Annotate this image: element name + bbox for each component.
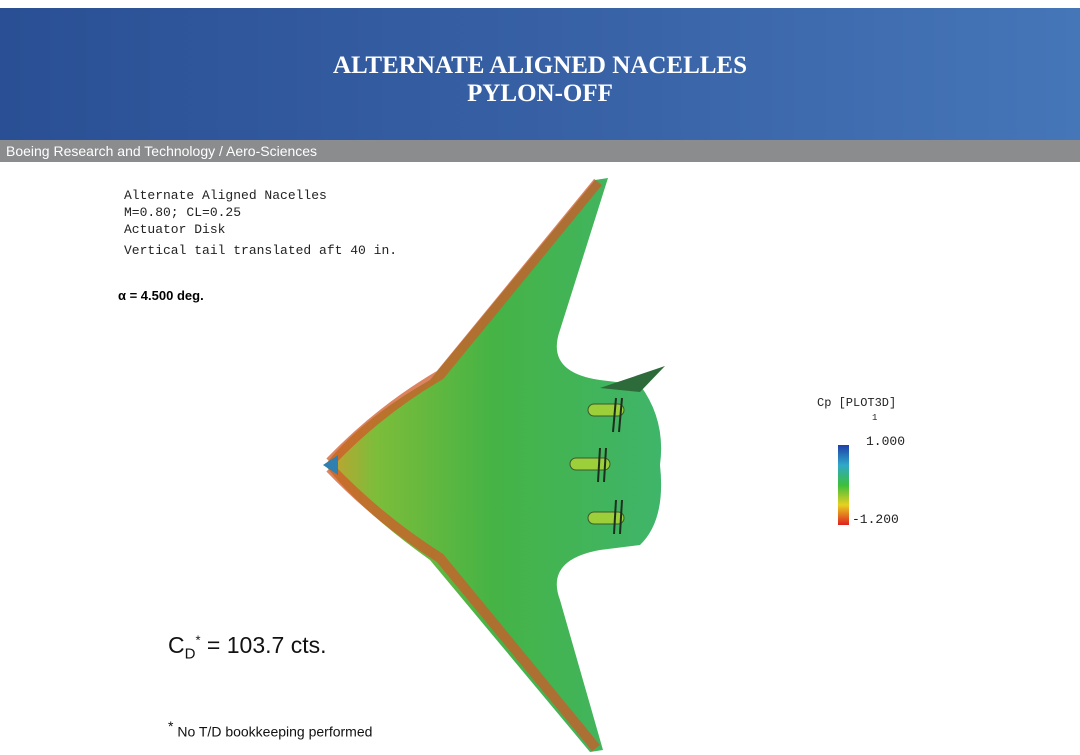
drag-coefficient: CD* = 103.7 cts. bbox=[168, 632, 326, 663]
leading-edge bbox=[326, 178, 602, 466]
subtitle-bar: Boeing Research and Technology / Aero-Sc… bbox=[0, 140, 1080, 162]
annotation-line: Vertical tail translated aft 40 in. bbox=[124, 243, 398, 258]
drag-symbol: C bbox=[168, 632, 185, 658]
alpha: α = 4.500 deg. bbox=[118, 288, 204, 303]
drag-value: = 103.7 cts. bbox=[206, 632, 327, 658]
colorbar bbox=[838, 445, 849, 525]
drag-superscript: * bbox=[195, 632, 201, 648]
header: ALTERNATE ALIGNED NACELLES PYLON-OFF bbox=[0, 8, 1080, 140]
legend-index: 1 bbox=[872, 413, 878, 423]
vertical-tail bbox=[600, 366, 665, 392]
title-line: PYLON-OFF bbox=[467, 80, 613, 107]
footnote-mark: * bbox=[168, 718, 174, 734]
nose bbox=[323, 455, 338, 475]
annotation-line: Alternate Aligned Nacelles bbox=[124, 188, 327, 203]
annotation-line: Actuator Disk bbox=[124, 222, 226, 237]
actuator-disks bbox=[597, 397, 623, 535]
leading-edge bbox=[326, 464, 600, 752]
title-line: ALTERNATE ALIGNED NACELLES bbox=[332, 52, 747, 79]
legend-min: -1.200 bbox=[852, 512, 899, 527]
legend-title: Cp [PLOT3D] bbox=[817, 396, 897, 410]
annotation-line: M=0.80; CL=0.25 bbox=[124, 205, 242, 220]
footnote: * No T/D bookkeeping performed bbox=[168, 718, 372, 740]
title: ALTERNATE ALIGNED NACELLES PYLON-OFF bbox=[0, 52, 1080, 108]
subtitle: Boeing Research and Technology / Aero-Sc… bbox=[6, 143, 318, 159]
footnote-text: No T/D bookkeeping performed bbox=[177, 723, 373, 740]
annotation: Alternate Aligned Nacelles M=0.80; CL=0.… bbox=[124, 187, 397, 259]
drag-subscript: D bbox=[184, 645, 196, 663]
aircraft-surface bbox=[325, 178, 662, 752]
legend-max: 1.000 bbox=[866, 434, 906, 449]
